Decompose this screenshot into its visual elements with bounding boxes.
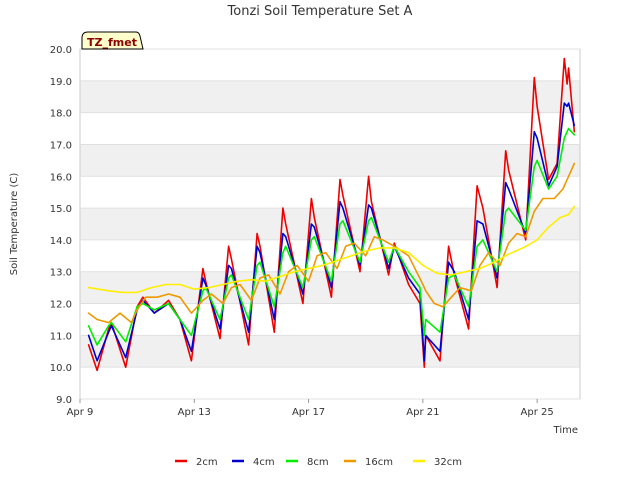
legend-label-4cm: 4cm: [253, 457, 275, 468]
y-tick-label: 14.0: [50, 236, 72, 247]
chart-title: Tonzi Soil Temperature Set A: [227, 4, 413, 19]
badge-shape: [81, 31, 144, 50]
legend-label-8cm: 8cm: [307, 457, 329, 468]
legend-label-2cm: 2cm: [196, 457, 218, 468]
series-lines: [87, 57, 576, 372]
legend-label-16cm: 16cm: [365, 457, 393, 468]
legend: 2cm 4cm 8cm 16cm 32cm: [175, 457, 462, 468]
grid: [80, 48, 580, 400]
y-tick-label: 20.0: [50, 45, 72, 56]
badge-label: TZ_fmet: [87, 36, 137, 49]
x-axis-ticks: Apr 9 Apr 13 Apr 17 Apr 21 Apr 25: [67, 399, 554, 418]
series-line-32cm: [87, 205, 576, 294]
y-tick-label: 9.0: [56, 395, 72, 406]
x-axis-label: Time: [553, 425, 578, 436]
x-tick-label: Apr 25: [521, 407, 554, 418]
y-tick-label: 10.0: [50, 363, 72, 374]
y-axis-ticks: 9.0 10.0 11.0 12.0 13.0 14.0 15.0 16.0 17.0 18.0 1…: [50, 45, 72, 406]
y-tick-label: 18.0: [50, 109, 72, 120]
series-line-8cm: [87, 127, 576, 346]
y-tick-label: 16.0: [50, 172, 72, 183]
y-tick-label: 19.0: [50, 77, 72, 88]
background-band: [80, 144, 580, 177]
x-tick-label: Apr 13: [178, 407, 211, 418]
x-tick-label: Apr 9: [67, 407, 94, 418]
y-tick-label: 11.0: [50, 331, 72, 342]
y-tick-label: 13.0: [50, 268, 72, 279]
series-line-16cm: [87, 162, 576, 324]
y-tick-label: 12.0: [50, 300, 72, 311]
legend-label-32cm: 32cm: [434, 457, 462, 468]
badge: TZ_fmet: [81, 31, 144, 50]
y-tick-label: 17.0: [50, 140, 72, 151]
plot-background-bands: [80, 80, 580, 368]
y-axis-label: Soil Temperature (C): [9, 173, 20, 276]
y-tick-label: 15.0: [50, 204, 72, 215]
background-band: [80, 80, 580, 113]
x-tick-label: Apr 21: [406, 407, 439, 418]
background-band: [80, 335, 580, 368]
background-band: [80, 208, 580, 240]
x-tick-label: Apr 17: [292, 407, 325, 418]
